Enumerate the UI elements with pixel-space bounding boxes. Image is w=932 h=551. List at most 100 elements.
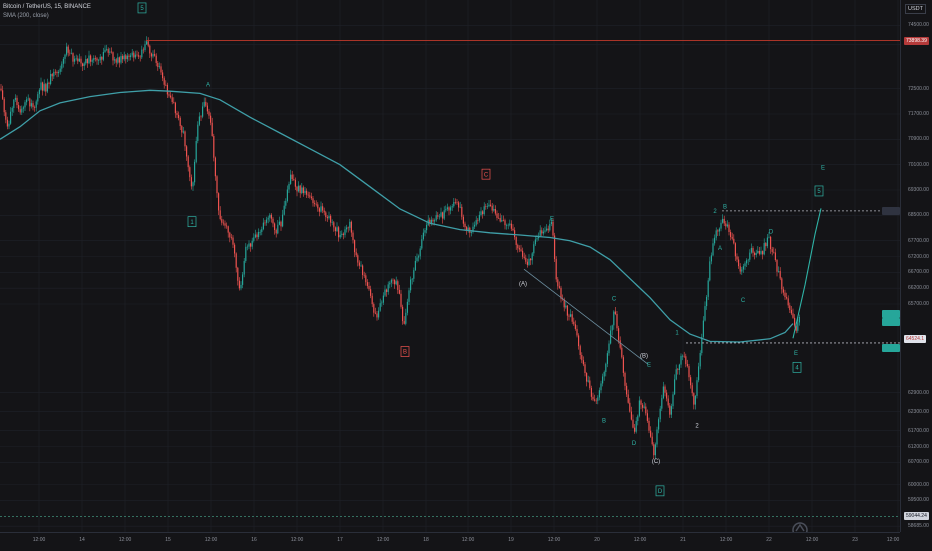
candle-body bbox=[523, 256, 525, 258]
time-axis-label: 12:00 bbox=[805, 537, 819, 543]
candle-body bbox=[294, 179, 296, 187]
price-tag bbox=[882, 344, 900, 353]
wave-label: 2 bbox=[695, 423, 699, 429]
candle-body bbox=[278, 221, 280, 225]
candle-body bbox=[626, 385, 628, 395]
candle-body bbox=[162, 72, 164, 79]
candle-body bbox=[218, 193, 220, 211]
candle-body bbox=[477, 220, 479, 221]
candle-body bbox=[66, 46, 68, 55]
candle-body bbox=[131, 52, 133, 56]
wave-label: D bbox=[658, 489, 663, 495]
candle-body bbox=[766, 237, 768, 247]
wave-projection-line bbox=[792, 208, 822, 339]
price-tag bbox=[882, 317, 900, 326]
price-axis-label: 65700.00 bbox=[908, 301, 929, 307]
candle-body bbox=[741, 269, 743, 272]
candle-body bbox=[197, 124, 199, 141]
candle-body bbox=[10, 111, 12, 124]
time-axis-label: 12:00 bbox=[376, 537, 390, 543]
candle-body bbox=[130, 55, 132, 57]
time-axis[interactable]: 12:00 14 12:00 15 12:00 16 12:00 17 12:00 18 12:00… bbox=[0, 532, 900, 551]
candle-body bbox=[179, 118, 181, 127]
candle-body bbox=[3, 98, 5, 113]
candle-body bbox=[544, 230, 546, 232]
candle-body bbox=[574, 324, 576, 329]
candle-body bbox=[168, 94, 170, 96]
candle-body bbox=[178, 114, 180, 119]
candle-body bbox=[426, 225, 428, 231]
candle-body bbox=[112, 52, 114, 61]
candle-body bbox=[70, 53, 72, 54]
candle-body bbox=[234, 244, 236, 254]
candle-body bbox=[35, 101, 37, 108]
candle-body bbox=[288, 183, 290, 190]
candle-body bbox=[291, 174, 293, 180]
candle-body bbox=[274, 223, 276, 231]
candle-body bbox=[77, 58, 79, 62]
candle-body bbox=[742, 266, 744, 270]
candle-body bbox=[718, 228, 720, 232]
candle-body bbox=[710, 255, 712, 262]
candle-body bbox=[690, 377, 692, 386]
candle-body bbox=[411, 278, 413, 280]
candle-body bbox=[786, 297, 788, 299]
candle-body bbox=[226, 225, 228, 227]
wave-label-box bbox=[792, 361, 802, 373]
candle-body bbox=[176, 113, 178, 115]
candle-body bbox=[136, 54, 138, 56]
wave-label-box bbox=[655, 485, 665, 497]
candle-body bbox=[570, 314, 572, 317]
candle-body bbox=[11, 107, 13, 112]
wave-label: A bbox=[718, 246, 722, 252]
candle-body bbox=[115, 59, 117, 63]
candle-body bbox=[187, 156, 189, 168]
candle-body bbox=[390, 279, 392, 283]
wave-label-box bbox=[400, 346, 410, 357]
candle-body bbox=[709, 261, 711, 281]
candle-body bbox=[110, 51, 112, 53]
candle-body bbox=[704, 306, 706, 321]
candle-body bbox=[155, 55, 157, 63]
candle-body bbox=[200, 116, 202, 118]
indicator-label[interactable]: SMA (200, close) bbox=[3, 13, 49, 19]
candle-body bbox=[680, 355, 682, 365]
candle-body bbox=[685, 356, 687, 365]
candle-body bbox=[494, 208, 496, 214]
candle-body bbox=[312, 198, 314, 204]
candle-body bbox=[309, 195, 311, 197]
time-axis-label: 12:00 bbox=[633, 537, 647, 543]
price-axis-label: 66200.00 bbox=[908, 285, 929, 292]
price-candles bbox=[0, 36, 800, 459]
time-axis-label: 12:00 bbox=[719, 537, 733, 543]
candle-body bbox=[437, 215, 439, 217]
wave-label-box bbox=[481, 168, 491, 180]
candle-body bbox=[698, 366, 700, 381]
candle-body bbox=[403, 321, 405, 324]
candle-body bbox=[736, 256, 738, 260]
candle-body bbox=[290, 174, 292, 184]
candle-body bbox=[645, 406, 647, 414]
candle-body bbox=[621, 347, 623, 358]
time-axis-label: 23 bbox=[852, 537, 858, 543]
candle-body bbox=[707, 280, 709, 297]
currency-button[interactable]: USDT bbox=[905, 4, 926, 14]
candle-body bbox=[275, 230, 277, 234]
candle-body bbox=[38, 89, 40, 95]
symbol-title[interactable]: Bitcoin / TetherUS, 15, BINANCE bbox=[3, 4, 91, 10]
candle-body bbox=[104, 49, 106, 52]
candle-body bbox=[74, 58, 76, 62]
candle-body bbox=[530, 258, 532, 261]
price-axis[interactable]: 74500.0073900.0072500.0071700.0070900.00… bbox=[900, 0, 932, 532]
candle-body bbox=[158, 66, 160, 68]
candle-body bbox=[282, 214, 284, 227]
candle-body bbox=[730, 232, 732, 238]
candle-body bbox=[198, 116, 200, 125]
wave-label: D bbox=[769, 229, 774, 235]
wave-label: C bbox=[612, 297, 617, 303]
candle-body bbox=[355, 252, 357, 256]
candle-body bbox=[219, 210, 221, 220]
candle-body bbox=[752, 248, 754, 253]
candle-body bbox=[779, 271, 781, 279]
